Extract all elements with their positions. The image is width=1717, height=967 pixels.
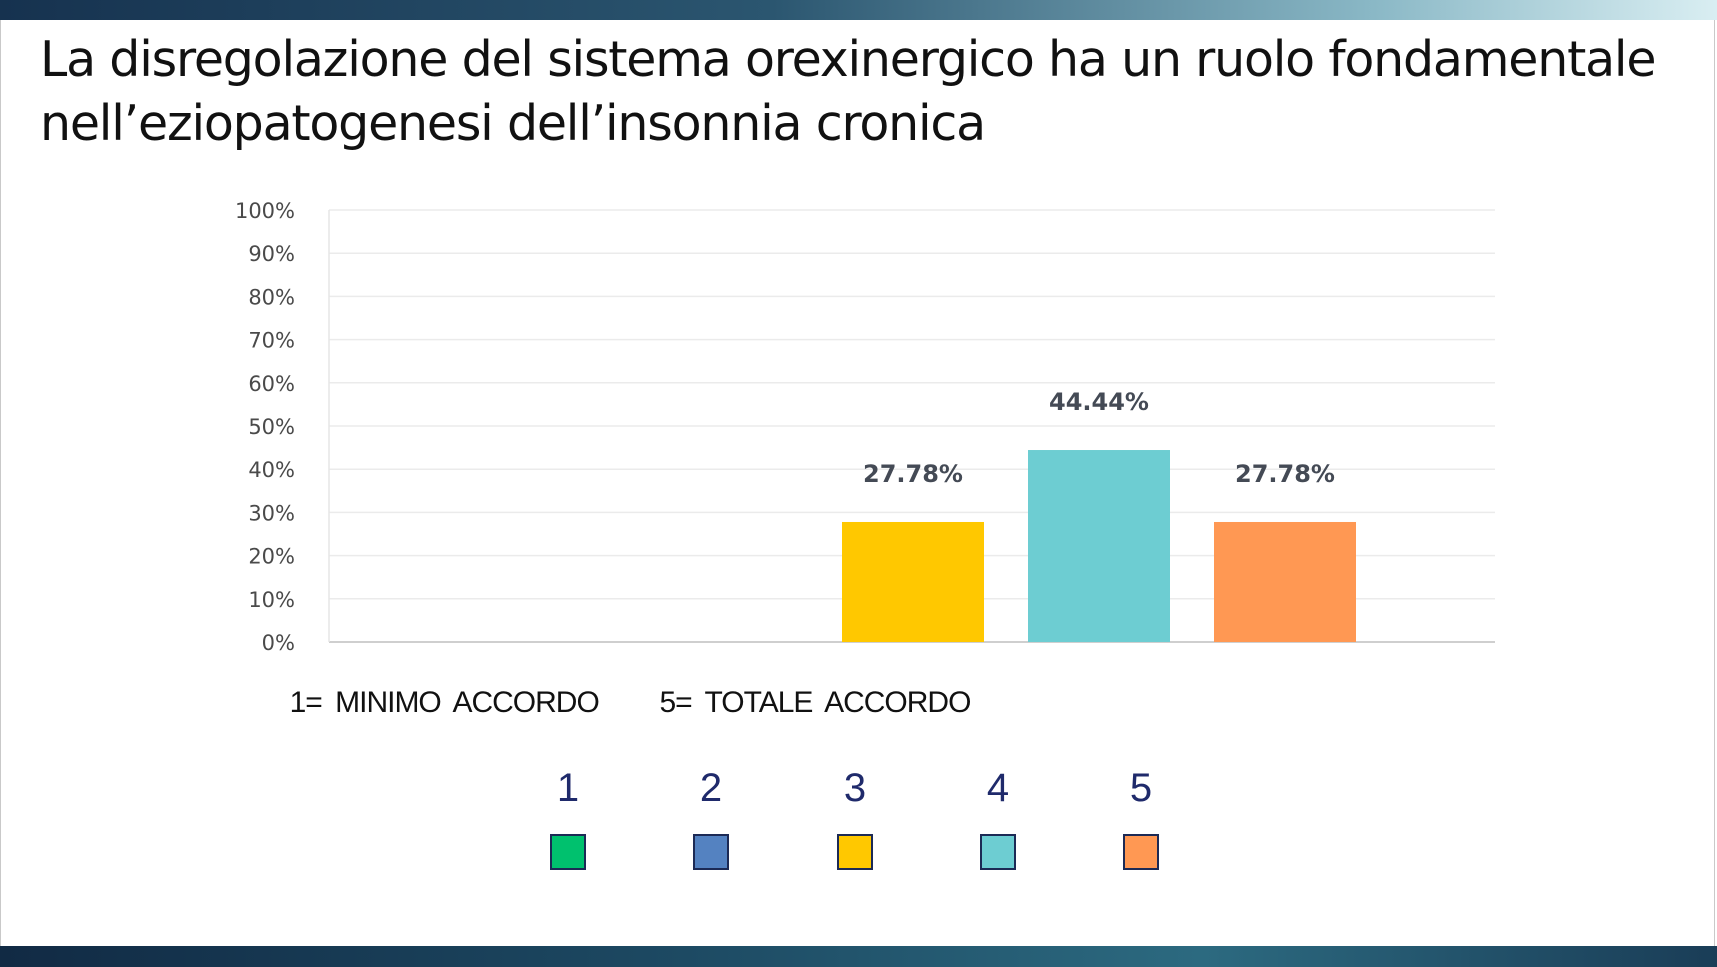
top-decorative-bar <box>0 0 1717 20</box>
legend-label: 3 <box>843 766 867 810</box>
legend-item: 2 <box>671 764 751 870</box>
legend-item: 3 <box>815 764 895 870</box>
scale-max-label: 5= TOTALE ACCORDO <box>659 686 971 719</box>
y-tick-label: 60% <box>248 372 295 396</box>
legend-item: 4 <box>958 764 1038 870</box>
y-tick-label: 40% <box>248 458 295 482</box>
y-tick-label: 30% <box>248 501 295 525</box>
bottom-decorative-bar <box>0 946 1717 967</box>
legend-label: 4 <box>986 766 1010 810</box>
scale-note: 1= MINIMO ACCORDO 5= TOTALE ACCORDO <box>0 686 1260 720</box>
y-tick-label: 80% <box>248 285 295 309</box>
legend-label: 1 <box>556 766 580 810</box>
y-tick-label: 70% <box>248 329 295 353</box>
legend-swatch <box>837 834 873 870</box>
data-label: 27.78% <box>1235 460 1335 488</box>
legend-item: 1 <box>528 764 608 870</box>
bar <box>842 521 984 642</box>
slide-title: La disregolazione del sistema orexinergi… <box>40 31 1656 152</box>
data-label: 27.78% <box>863 460 963 488</box>
bar <box>1028 450 1170 642</box>
scale-min-label: 1= MINIMO ACCORDO <box>289 686 600 719</box>
legend-label: 2 <box>699 766 723 810</box>
y-tick-label: 50% <box>248 415 295 439</box>
slide-frame <box>0 20 1715 946</box>
legend-item: 5 <box>1101 764 1181 870</box>
y-tick-label: 0% <box>262 631 295 655</box>
y-tick-label: 10% <box>248 588 295 612</box>
y-tick-label: 20% <box>248 545 295 569</box>
bar <box>1214 521 1356 642</box>
legend-label: 5 <box>1129 766 1153 810</box>
legend-swatch <box>1123 834 1159 870</box>
legend-swatch <box>550 834 586 870</box>
y-tick-label: 90% <box>248 242 295 266</box>
legend-swatch <box>693 834 729 870</box>
y-tick-label: 100% <box>235 199 295 223</box>
legend-swatch <box>980 834 1016 870</box>
data-label: 44.44% <box>1049 388 1149 416</box>
